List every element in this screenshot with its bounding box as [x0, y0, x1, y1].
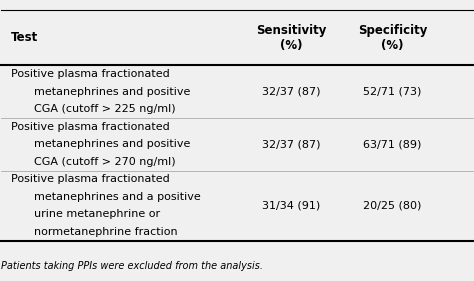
Text: urine metanephrine or: urine metanephrine or — [35, 209, 161, 219]
Text: Sensitivity
(%): Sensitivity (%) — [256, 24, 327, 51]
Text: normetanephrine fraction: normetanephrine fraction — [35, 227, 178, 237]
Text: 63/71 (89): 63/71 (89) — [363, 139, 422, 149]
Text: Positive plasma fractionated: Positive plasma fractionated — [11, 69, 170, 79]
Text: 20/25 (80): 20/25 (80) — [363, 201, 422, 210]
Text: 52/71 (73): 52/71 (73) — [363, 87, 422, 97]
Text: Specificity
(%): Specificity (%) — [358, 24, 427, 51]
Text: Patients taking PPIs were excluded from the analysis.: Patients taking PPIs were excluded from … — [1, 261, 264, 271]
Text: Positive plasma fractionated: Positive plasma fractionated — [11, 122, 170, 132]
Text: 32/37 (87): 32/37 (87) — [262, 139, 320, 149]
Text: 32/37 (87): 32/37 (87) — [262, 87, 320, 97]
Text: Test: Test — [11, 31, 38, 44]
Text: CGA (cutoff > 270 ng/ml): CGA (cutoff > 270 ng/ml) — [35, 157, 176, 167]
Text: metanephrines and a positive: metanephrines and a positive — [35, 192, 201, 202]
Text: Positive plasma fractionated: Positive plasma fractionated — [11, 174, 170, 184]
Text: metanephrines and positive: metanephrines and positive — [35, 87, 191, 97]
Text: metanephrines and positive: metanephrines and positive — [35, 139, 191, 149]
Text: 31/34 (91): 31/34 (91) — [262, 201, 320, 210]
Text: CGA (cutoff > 225 ng/ml): CGA (cutoff > 225 ng/ml) — [35, 104, 176, 114]
